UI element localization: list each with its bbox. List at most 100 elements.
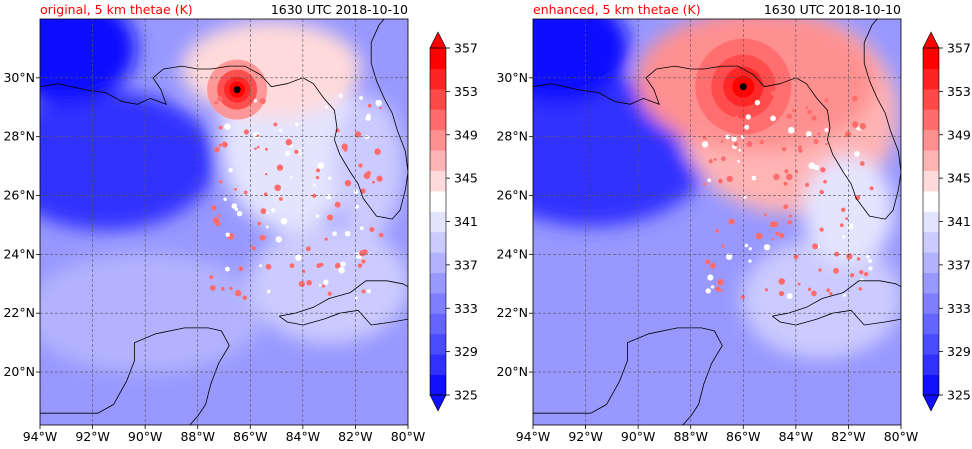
- coastline-cuba: [278, 280, 408, 326]
- convective-cell: [223, 197, 227, 201]
- panel-title-field: enhanced, 5 km thetae (K): [533, 2, 701, 17]
- convective-cell: [298, 280, 305, 288]
- colorbar-segment: [430, 190, 446, 212]
- convective-cell: [759, 139, 765, 145]
- convective-cell: [264, 172, 268, 176]
- convective-cell: [338, 266, 345, 274]
- map-field-group: [533, 19, 901, 425]
- field-zone: [40, 19, 137, 104]
- lon-tick-label: 92°W: [75, 429, 110, 444]
- convective-cell: [737, 127, 742, 132]
- convective-cell: [280, 217, 288, 225]
- convective-cell: [238, 266, 244, 272]
- convective-cell: [748, 259, 752, 263]
- convective-cell: [253, 131, 260, 139]
- convective-cell: [379, 106, 382, 110]
- convective-cell: [218, 143, 222, 147]
- lon-tick-label: 80°W: [884, 429, 919, 444]
- convective-cell: [367, 103, 372, 108]
- convective-cell: [274, 184, 282, 192]
- convective-cell: [267, 289, 271, 294]
- colorbar-segment: [430, 150, 446, 171]
- convective-cell: [725, 253, 733, 260]
- convective-cell: [220, 286, 225, 291]
- convective-cell: [846, 253, 853, 260]
- lon-tick-label: 92°W: [568, 429, 603, 444]
- convective-cell: [259, 264, 263, 268]
- colorbar-tick-label: 337: [947, 257, 971, 272]
- convective-cell: [786, 293, 793, 300]
- convective-cell: [325, 194, 332, 200]
- convective-cell: [771, 221, 778, 228]
- lon-tick-label: 84°W: [779, 429, 814, 444]
- storm-center-marker: [233, 86, 241, 94]
- convective-cell: [771, 237, 774, 241]
- convective-cell: [289, 263, 295, 269]
- convective-cell: [702, 135, 707, 140]
- convective-cell: [374, 148, 381, 155]
- convective-cell: [859, 270, 864, 275]
- convective-cell: [744, 124, 750, 130]
- convective-cell: [787, 220, 792, 225]
- convective-cell: [243, 190, 248, 195]
- panel-title-field: original, 5 km thetae (K): [40, 2, 193, 17]
- convective-cell: [361, 289, 366, 294]
- convective-cell: [842, 293, 846, 297]
- convective-cell: [858, 287, 863, 291]
- lat-tick-label: 30°N: [496, 70, 528, 85]
- convective-cell: [834, 251, 840, 257]
- convective-cell: [242, 295, 248, 301]
- colorbar-segment: [923, 190, 939, 212]
- convective-cell: [365, 115, 371, 121]
- field-zone: [533, 19, 630, 104]
- convective-cell: [254, 147, 257, 151]
- convective-cell: [781, 146, 787, 152]
- lon-tick-label: 86°W: [233, 429, 268, 444]
- convective-cell: [224, 266, 230, 272]
- map-chart-original: 94°W 92°W 90°W 88°W 86°W 84°W 82°W 80°W 20°N 22°N…: [3, 18, 478, 444]
- convective-cell: [324, 237, 328, 241]
- lat-tick-label: 28°N: [496, 129, 528, 144]
- convective-cell: [323, 279, 329, 286]
- convective-cell: [317, 162, 325, 170]
- convective-cell: [285, 150, 291, 156]
- convective-cell: [715, 229, 719, 233]
- convective-cell: [260, 208, 267, 215]
- convective-cell: [728, 178, 732, 182]
- convective-cell: [327, 291, 332, 296]
- colorbar-extend-max: [922, 31, 940, 49]
- lon-tick-label: 82°W: [831, 429, 866, 444]
- convective-cell: [720, 156, 726, 162]
- convective-cell: [786, 173, 793, 181]
- convective-cell: [224, 123, 231, 131]
- convective-cell: [859, 122, 866, 130]
- convective-cell: [361, 249, 368, 256]
- panel-original: original, 5 km thetae (K) 1630 UTC 2018-…: [3, 2, 478, 444]
- lat-tick-label: 30°N: [3, 70, 35, 85]
- convective-cell: [812, 243, 819, 250]
- convective-cell: [257, 221, 262, 226]
- convective-cell: [794, 169, 799, 174]
- convective-cell: [819, 189, 824, 195]
- colorbar-tick-label: 325: [947, 388, 971, 403]
- field-zones: [40, 19, 408, 374]
- convective-cell: [817, 132, 821, 136]
- convective-cell: [276, 164, 284, 171]
- convective-cell: [354, 296, 358, 300]
- colorbar-tick-label: 349: [454, 127, 478, 142]
- convective-cell: [775, 231, 780, 236]
- convective-cell: [313, 183, 316, 187]
- lat-tick-label: 26°N: [3, 188, 35, 203]
- field-zone: [333, 96, 404, 237]
- convective-cell: [792, 108, 796, 113]
- lat-tick-label: 22°N: [496, 305, 528, 320]
- convective-cell: [319, 262, 324, 267]
- convective-cell: [378, 232, 384, 238]
- convective-cell: [863, 272, 869, 277]
- convective-cell: [788, 214, 792, 218]
- convective-cell: [219, 180, 223, 184]
- convective-cell: [713, 158, 717, 161]
- convective-cell: [234, 207, 239, 212]
- convective-cell: [243, 129, 249, 135]
- convective-cell: [740, 294, 745, 300]
